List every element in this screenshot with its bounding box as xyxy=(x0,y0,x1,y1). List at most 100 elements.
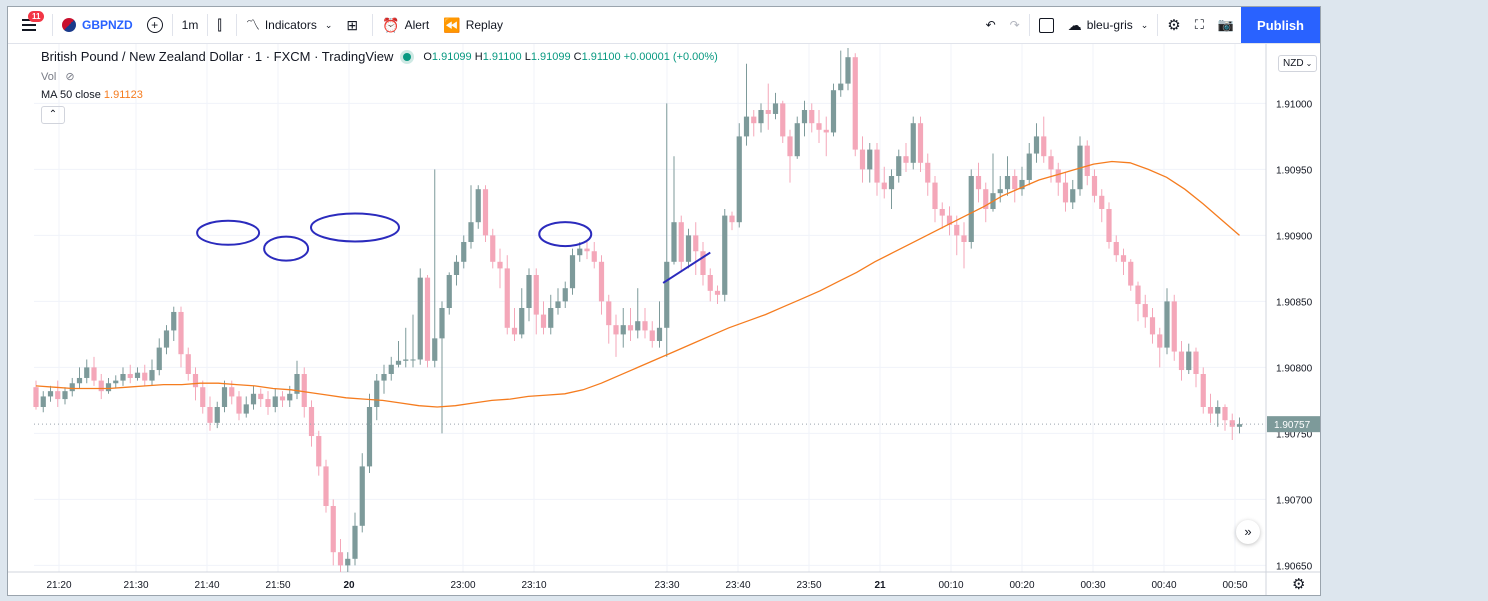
settings-button[interactable]: ⚙ xyxy=(1160,7,1187,43)
candle-body xyxy=(1178,351,1185,371)
time-tick-label: 23:00 xyxy=(450,580,475,591)
undo-button[interactable]: ↶ xyxy=(979,7,1003,43)
candle-body xyxy=(221,387,228,407)
close-value: 1.91100 xyxy=(581,50,621,63)
candle-body xyxy=(620,325,626,335)
candle-body xyxy=(946,215,953,225)
market-open-icon xyxy=(403,52,412,61)
price-tick-label: 1.90800 xyxy=(1276,363,1313,374)
candle-body xyxy=(475,189,481,223)
candle-body xyxy=(823,129,829,133)
candle-body xyxy=(1091,176,1098,196)
ma-legend[interactable]: MA 50 close 1.91123 xyxy=(41,89,718,101)
replay-button[interactable]: ⏪ Replay xyxy=(436,7,510,43)
redo-button[interactable]: ↷ xyxy=(1003,7,1027,43)
annotation-ellipse xyxy=(310,212,400,243)
redo-icon: ↷ xyxy=(1009,18,1020,32)
time-tick-label: 00:40 xyxy=(1151,580,1176,591)
annotation-ellipse xyxy=(196,219,261,246)
candle-body xyxy=(1149,317,1156,335)
candle-body xyxy=(287,393,293,401)
candle-body xyxy=(830,90,837,133)
candle-body xyxy=(113,380,119,384)
separator xyxy=(372,14,374,36)
double-chevron-right-icon: » xyxy=(1244,524,1252,539)
candle-body xyxy=(932,182,938,209)
candle-body xyxy=(156,347,162,371)
time-tick-label: 23:10 xyxy=(521,580,546,591)
candle-body xyxy=(794,123,800,157)
candle-body xyxy=(1113,242,1119,256)
axis-settings-button[interactable]: ⚙ xyxy=(1292,575,1305,593)
high-value: 1.91100 xyxy=(482,50,522,63)
candle-body xyxy=(258,393,264,400)
candle-body xyxy=(678,222,684,262)
candle-body xyxy=(236,396,242,414)
candle-body xyxy=(142,372,148,381)
time-tick-label: 00:30 xyxy=(1080,580,1105,591)
candle-body xyxy=(1106,209,1112,242)
cloud-icon: ☁ xyxy=(1067,16,1082,33)
candle-body xyxy=(214,407,220,423)
candle-body xyxy=(613,325,619,335)
candle-body xyxy=(178,311,184,355)
fullscreen-button[interactable]: ⛶ xyxy=(1188,7,1211,43)
candle-body xyxy=(685,235,692,262)
candle-body xyxy=(562,288,568,302)
currency-button[interactable]: NZD ⌄ xyxy=(1278,55,1318,72)
replay-icon: ⏪ xyxy=(443,16,461,33)
eye-off-icon[interactable]: ⊘ xyxy=(65,71,75,83)
collapse-legend-button[interactable]: ⌃ xyxy=(41,106,65,124)
candle-body xyxy=(62,391,68,400)
price-tick-label: 1.91000 xyxy=(1276,99,1313,110)
last-price-label: 1.90757 xyxy=(1274,420,1311,431)
chart-type-button[interactable]: ⫿ xyxy=(210,7,233,43)
separator xyxy=(207,14,209,36)
candle-body xyxy=(1164,301,1170,348)
candle-body xyxy=(381,374,387,381)
indicators-button[interactable]: 〽 Indicators ⌄ xyxy=(239,7,340,43)
compare-button[interactable]: + xyxy=(140,7,170,43)
candle-body xyxy=(439,308,445,339)
symbol-search-button[interactable]: GBPNZD xyxy=(55,7,140,43)
add-symbol-icon: + xyxy=(146,17,163,33)
fullscreen-layout-button[interactable] xyxy=(1032,7,1061,43)
separator xyxy=(52,14,53,36)
time-tick-label: 21 xyxy=(874,580,886,591)
candle-body xyxy=(656,327,663,341)
candle-body xyxy=(301,374,307,407)
alert-button[interactable]: ⏰ Alert xyxy=(375,7,436,43)
volume-legend[interactable]: Vol ⊘ xyxy=(41,70,718,83)
candle-body xyxy=(881,182,887,190)
candle-body xyxy=(555,301,561,308)
price-chart[interactable]: 1.90650 1.90700 1.90750 1.90800 1.90850 1.909… xyxy=(8,44,1320,596)
candle-body xyxy=(403,359,409,361)
candle-body xyxy=(1171,301,1177,352)
candle-body xyxy=(758,110,764,124)
interval-button[interactable]: 1m xyxy=(175,7,206,43)
candle-body xyxy=(1142,304,1148,318)
candle-body xyxy=(40,396,46,407)
menu-button[interactable]: 11 xyxy=(8,7,50,43)
candle-body xyxy=(765,110,771,114)
candle-body xyxy=(171,311,177,331)
price-tick-label: 1.90900 xyxy=(1276,231,1313,242)
chart-window: 11 GBPNZD + 1m ⫿ 〽 Indicators ⌄ ⊞ ⏰ Aler… xyxy=(7,6,1321,596)
chevron-down-icon: ⌄ xyxy=(324,19,333,30)
candle-body xyxy=(780,103,786,137)
candle-body xyxy=(308,407,315,437)
scroll-to-realtime-button[interactable]: » xyxy=(1236,520,1260,544)
candle-body xyxy=(635,321,641,331)
publish-button[interactable]: Publish xyxy=(1241,7,1320,43)
layout-button[interactable]: ☁ bleu-gris ⌄ xyxy=(1061,7,1156,43)
alarm-clock-icon: ⏰ xyxy=(382,16,400,33)
separator xyxy=(1157,14,1159,36)
candle-body xyxy=(584,248,590,252)
candle-body xyxy=(105,383,112,392)
candle-body xyxy=(1135,285,1141,305)
candle-body xyxy=(98,380,104,392)
templates-button[interactable]: ⊞ xyxy=(339,7,370,43)
screenshot-button[interactable]: 📷 xyxy=(1211,7,1241,43)
low-label: L xyxy=(524,50,531,63)
candle-body xyxy=(714,290,721,295)
